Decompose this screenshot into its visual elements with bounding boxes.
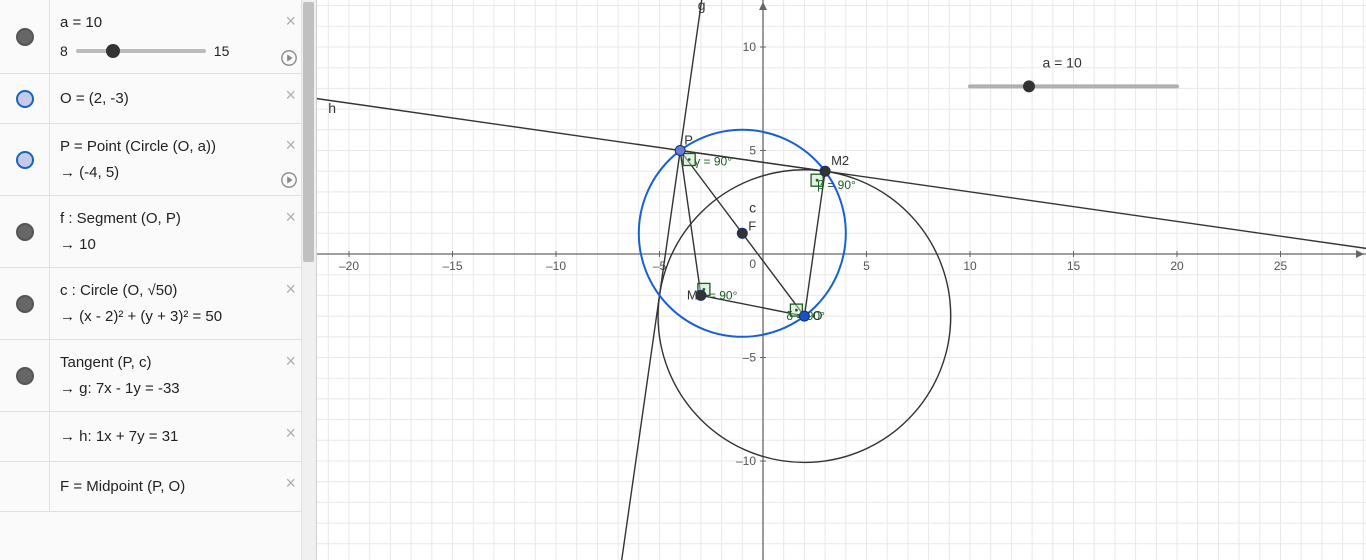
visibility-toggle[interactable] <box>0 196 50 267</box>
origin-label: 0 <box>749 257 756 271</box>
delete-icon[interactable]: × <box>285 202 296 233</box>
line-g[interactable] <box>317 0 1366 560</box>
x-tick-label: 10 <box>963 259 977 273</box>
definition-text: O = (2, -3) <box>60 86 294 112</box>
object-definition[interactable]: c : Circle (O, √50)→ (x - 2)² + (y + 3)²… <box>50 268 302 339</box>
object-definition[interactable]: P = Point (Circle (O, a))→ (-4, 5)× <box>50 124 302 195</box>
y-tick-label: 10 <box>743 40 757 54</box>
object-list: a = 10815×O = (2, -3)×P = Point (Circle … <box>0 0 302 512</box>
point-label-F: F <box>748 218 756 233</box>
object-row[interactable]: f : Segment (O, P)→ 10× <box>0 196 302 268</box>
object-dot-icon <box>16 367 34 385</box>
definition-text: F = Midpoint (P, O) <box>60 474 294 500</box>
visibility-toggle[interactable] <box>0 268 50 339</box>
definition-text: a = 10 <box>60 10 294 36</box>
visibility-toggle[interactable] <box>0 340 50 411</box>
x-tick-label: 5 <box>863 259 870 273</box>
point-label-P: P <box>684 133 693 148</box>
slider-thumb[interactable] <box>106 44 120 58</box>
value-text: → (x - 2)² + (y + 3)² = 50 <box>60 304 294 330</box>
object-dot-icon <box>16 295 34 313</box>
object-definition[interactable]: O = (2, -3)× <box>50 74 302 123</box>
definition-text: P = Point (Circle (O, a)) <box>60 134 294 160</box>
graphics-view[interactable]: –20–15–10–5510152025–10–55100γ = 90°β = … <box>317 0 1366 560</box>
y-tick-label: 5 <box>749 144 756 158</box>
y-tick-label: –5 <box>743 351 757 365</box>
visibility-toggle[interactable] <box>0 74 50 123</box>
sidebar-scrollbar[interactable] <box>301 0 316 560</box>
object-row[interactable]: c : Circle (O, √50)→ (x - 2)² + (y + 3)²… <box>0 268 302 340</box>
object-row[interactable]: O = (2, -3)× <box>0 74 302 124</box>
object-row[interactable]: → h: 1x + 7y = 31× <box>0 412 302 462</box>
value-text: → g: 7x - 1y = -33 <box>60 376 294 402</box>
x-tick-label: –15 <box>442 259 462 273</box>
visibility-toggle[interactable] <box>0 124 50 195</box>
x-tick-label: –10 <box>546 259 566 273</box>
delete-icon[interactable]: × <box>285 6 296 37</box>
segment-om2[interactable] <box>804 171 825 316</box>
point-label-O: O <box>812 308 822 323</box>
point-label-M1: M1 <box>687 287 705 302</box>
algebra-sidebar: a = 10815×O = (2, -3)×P = Point (Circle … <box>0 0 317 560</box>
point-label-M2: M2 <box>831 153 849 168</box>
object-definition[interactable]: → h: 1x + 7y = 31× <box>50 412 302 461</box>
delete-icon[interactable]: × <box>285 346 296 377</box>
point-dot-icon <box>16 90 34 108</box>
app-root: a = 10815×O = (2, -3)×P = Point (Circle … <box>0 0 1366 560</box>
delete-icon[interactable]: × <box>285 468 296 499</box>
point-dot-icon <box>16 151 34 169</box>
sidebar-scrollbar-thumb[interactable] <box>303 2 314 262</box>
definition-text: Tangent (P, c) <box>60 350 294 376</box>
delete-icon[interactable]: × <box>285 130 296 161</box>
line-h[interactable] <box>317 0 1366 560</box>
point-F[interactable] <box>737 228 747 238</box>
value-text: → h: 1x + 7y = 31 <box>60 424 294 450</box>
object-definition[interactable]: a = 10 8 15 × <box>50 0 302 73</box>
angle-label: = 90° <box>709 288 738 302</box>
slider-track[interactable] <box>76 49 206 53</box>
visibility-toggle[interactable] <box>0 0 50 73</box>
object-definition[interactable]: Tangent (P, c)→ g: 7x - 1y = -33× <box>50 340 302 411</box>
object-row[interactable]: a = 10 8 15 × <box>0 0 302 74</box>
definition-text: f : Segment (O, P) <box>60 206 294 232</box>
object-definition[interactable]: F = Midpoint (P, O)× <box>50 462 302 511</box>
right-angle-dot-icon <box>688 158 691 161</box>
object-label-h: h <box>328 100 336 116</box>
x-tick-label: 15 <box>1067 259 1081 273</box>
y-tick-label: –10 <box>736 454 756 468</box>
object-dot-icon <box>16 28 34 46</box>
value-text: → (-4, 5) <box>60 160 294 186</box>
x-tick-label: –20 <box>339 259 359 273</box>
angle-label: β = 90° <box>817 178 856 192</box>
point-O[interactable] <box>799 311 809 321</box>
slider-min: 8 <box>60 40 68 64</box>
value-text: → 10 <box>60 232 294 258</box>
segment-pm1[interactable] <box>680 151 701 296</box>
canvas-slider-thumb[interactable] <box>1023 80 1035 92</box>
delete-icon[interactable]: × <box>285 80 296 111</box>
angle-label: γ = 90° <box>694 155 732 169</box>
object-row[interactable]: P = Point (Circle (O, a))→ (-4, 5)× <box>0 124 302 196</box>
delete-icon[interactable]: × <box>285 274 296 305</box>
slider-max: 15 <box>214 40 230 64</box>
object-dot-icon <box>16 223 34 241</box>
play-icon[interactable] <box>280 49 298 67</box>
object-label-g: g <box>698 0 706 13</box>
visibility-toggle[interactable] <box>0 412 50 461</box>
play-icon[interactable] <box>280 171 298 189</box>
slider-control[interactable]: 8 15 <box>60 40 294 64</box>
x-tick-label: 25 <box>1274 259 1288 273</box>
point-M2[interactable] <box>820 166 830 176</box>
graph-svg[interactable]: –20–15–10–5510152025–10–55100γ = 90°β = … <box>317 0 1366 560</box>
definition-text: c : Circle (O, √50) <box>60 278 294 304</box>
object-label-c: c <box>749 200 756 216</box>
canvas-slider-label: a = 10 <box>1042 55 1082 71</box>
x-tick-label: 20 <box>1170 259 1184 273</box>
object-row[interactable]: F = Midpoint (P, O)× <box>0 462 302 512</box>
visibility-toggle[interactable] <box>0 462 50 511</box>
object-row[interactable]: Tangent (P, c)→ g: 7x - 1y = -33× <box>0 340 302 412</box>
object-definition[interactable]: f : Segment (O, P)→ 10× <box>50 196 302 267</box>
delete-icon[interactable]: × <box>285 418 296 449</box>
